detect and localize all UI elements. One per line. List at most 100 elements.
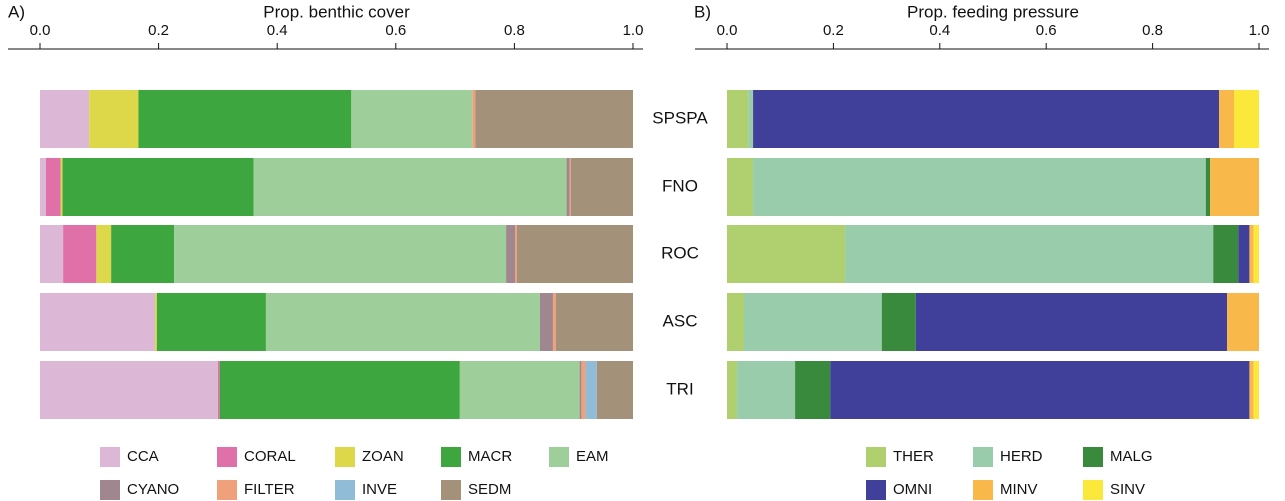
bar-segment bbox=[265, 293, 540, 351]
bar-segment bbox=[1249, 361, 1254, 419]
legend-label: CORAL bbox=[244, 448, 296, 465]
x-tick-label: 0.0 bbox=[717, 22, 738, 39]
bar-segment bbox=[753, 90, 1220, 148]
x-axis-title: Prop. benthic cover bbox=[263, 2, 410, 21]
x-tick-label: 1.0 bbox=[1249, 22, 1270, 39]
bar-segment bbox=[40, 158, 46, 216]
bar-segment bbox=[156, 293, 266, 351]
bar-segment bbox=[727, 361, 738, 419]
category-label: FNO bbox=[662, 176, 698, 195]
bar-segment bbox=[1227, 293, 1259, 351]
bar-segment bbox=[506, 225, 515, 283]
bar-segment bbox=[1249, 225, 1254, 283]
legend-swatch bbox=[866, 447, 886, 467]
panel-label: A) bbox=[8, 2, 25, 21]
bar-segment bbox=[727, 225, 846, 283]
bar-segment bbox=[753, 158, 1206, 216]
legend-swatch bbox=[335, 480, 355, 500]
bar-segment bbox=[566, 158, 570, 216]
x-tick-label: 0.8 bbox=[1142, 22, 1163, 39]
bar-segment bbox=[585, 361, 597, 419]
bar-segment bbox=[138, 90, 352, 148]
category-label: TRI bbox=[666, 379, 693, 398]
bar-segment bbox=[795, 361, 831, 419]
bar-segment bbox=[1205, 158, 1211, 216]
legend-label: CCA bbox=[127, 448, 159, 465]
x-tick-label: 0.4 bbox=[267, 22, 288, 39]
bar-segment bbox=[96, 225, 112, 283]
category-label: SPSPA bbox=[652, 108, 708, 127]
bar-segment bbox=[915, 293, 1228, 351]
category-label: ROC bbox=[661, 243, 699, 262]
bar-segment bbox=[1213, 225, 1239, 283]
legend-label: MACR bbox=[468, 448, 512, 465]
legend-label: MALG bbox=[1110, 448, 1153, 465]
legend-swatch bbox=[217, 447, 237, 467]
bar-segment bbox=[45, 158, 61, 216]
bar-segment bbox=[727, 90, 749, 148]
legend-swatch bbox=[973, 447, 993, 467]
bar-segment bbox=[1253, 361, 1259, 419]
bar-segment bbox=[514, 225, 517, 283]
x-tick-label: 1.0 bbox=[623, 22, 644, 39]
legend-label: MINV bbox=[1000, 481, 1038, 498]
bar-segment bbox=[475, 90, 633, 148]
bar-segment bbox=[1210, 158, 1259, 216]
x-tick-label: 0.6 bbox=[1036, 22, 1057, 39]
bar-segment bbox=[569, 158, 571, 216]
legend-label: THER bbox=[893, 448, 934, 465]
bar-segment bbox=[40, 90, 90, 148]
legend-swatch bbox=[1083, 447, 1103, 467]
bar-segment bbox=[89, 90, 139, 148]
bar-segment bbox=[253, 158, 567, 216]
legend-swatch bbox=[866, 480, 886, 500]
bar-segment bbox=[111, 225, 175, 283]
x-axis-title: Prop. feeding pressure bbox=[907, 2, 1079, 21]
x-tick-label: 0.2 bbox=[148, 22, 169, 39]
legend-label: ZOAN bbox=[362, 448, 404, 465]
panel-label: B) bbox=[694, 2, 711, 21]
x-tick-label: 0.2 bbox=[823, 22, 844, 39]
legend-swatch bbox=[549, 447, 569, 467]
bar-segment bbox=[1238, 225, 1250, 283]
x-tick-label: 0.8 bbox=[504, 22, 525, 39]
bar-segment bbox=[727, 158, 754, 216]
bar-segment bbox=[174, 225, 507, 283]
category-label: ASC bbox=[663, 311, 698, 330]
bar-segment bbox=[539, 293, 553, 351]
bar-segment bbox=[555, 293, 633, 351]
bar-segment bbox=[1253, 225, 1259, 283]
x-tick-label: 0.4 bbox=[929, 22, 950, 39]
bar-segment bbox=[737, 361, 796, 419]
bar-segment bbox=[845, 225, 1214, 283]
bar-segment bbox=[459, 361, 580, 419]
bar-segment bbox=[552, 293, 556, 351]
bar-segment bbox=[830, 361, 1250, 419]
bar-segment bbox=[219, 361, 460, 419]
bar-segment bbox=[727, 293, 745, 351]
bar-segment bbox=[570, 158, 633, 216]
bar-segment bbox=[40, 293, 156, 351]
bar-segment bbox=[581, 361, 586, 419]
legend-swatch bbox=[100, 447, 120, 467]
legend-label: FILTER bbox=[244, 481, 295, 498]
legend-swatch bbox=[973, 480, 993, 500]
bar-segment bbox=[62, 158, 254, 216]
bar-segment bbox=[155, 293, 157, 351]
bar-segment bbox=[40, 225, 64, 283]
bar-segment bbox=[351, 90, 473, 148]
bar-segment bbox=[881, 293, 916, 351]
legend-swatch bbox=[1083, 480, 1103, 500]
bar-segment bbox=[579, 361, 582, 419]
legend-swatch bbox=[217, 480, 237, 500]
bar-segment bbox=[40, 361, 218, 419]
legend-label: SINV bbox=[1110, 481, 1145, 498]
legend-label: INVE bbox=[362, 481, 397, 498]
legend-label: SEDM bbox=[468, 481, 511, 498]
bar-segment bbox=[596, 361, 633, 419]
legend-label: CYANO bbox=[127, 481, 179, 498]
bar-segment bbox=[217, 361, 220, 419]
x-tick-label: 0.0 bbox=[30, 22, 51, 39]
legend-swatch bbox=[335, 447, 355, 467]
